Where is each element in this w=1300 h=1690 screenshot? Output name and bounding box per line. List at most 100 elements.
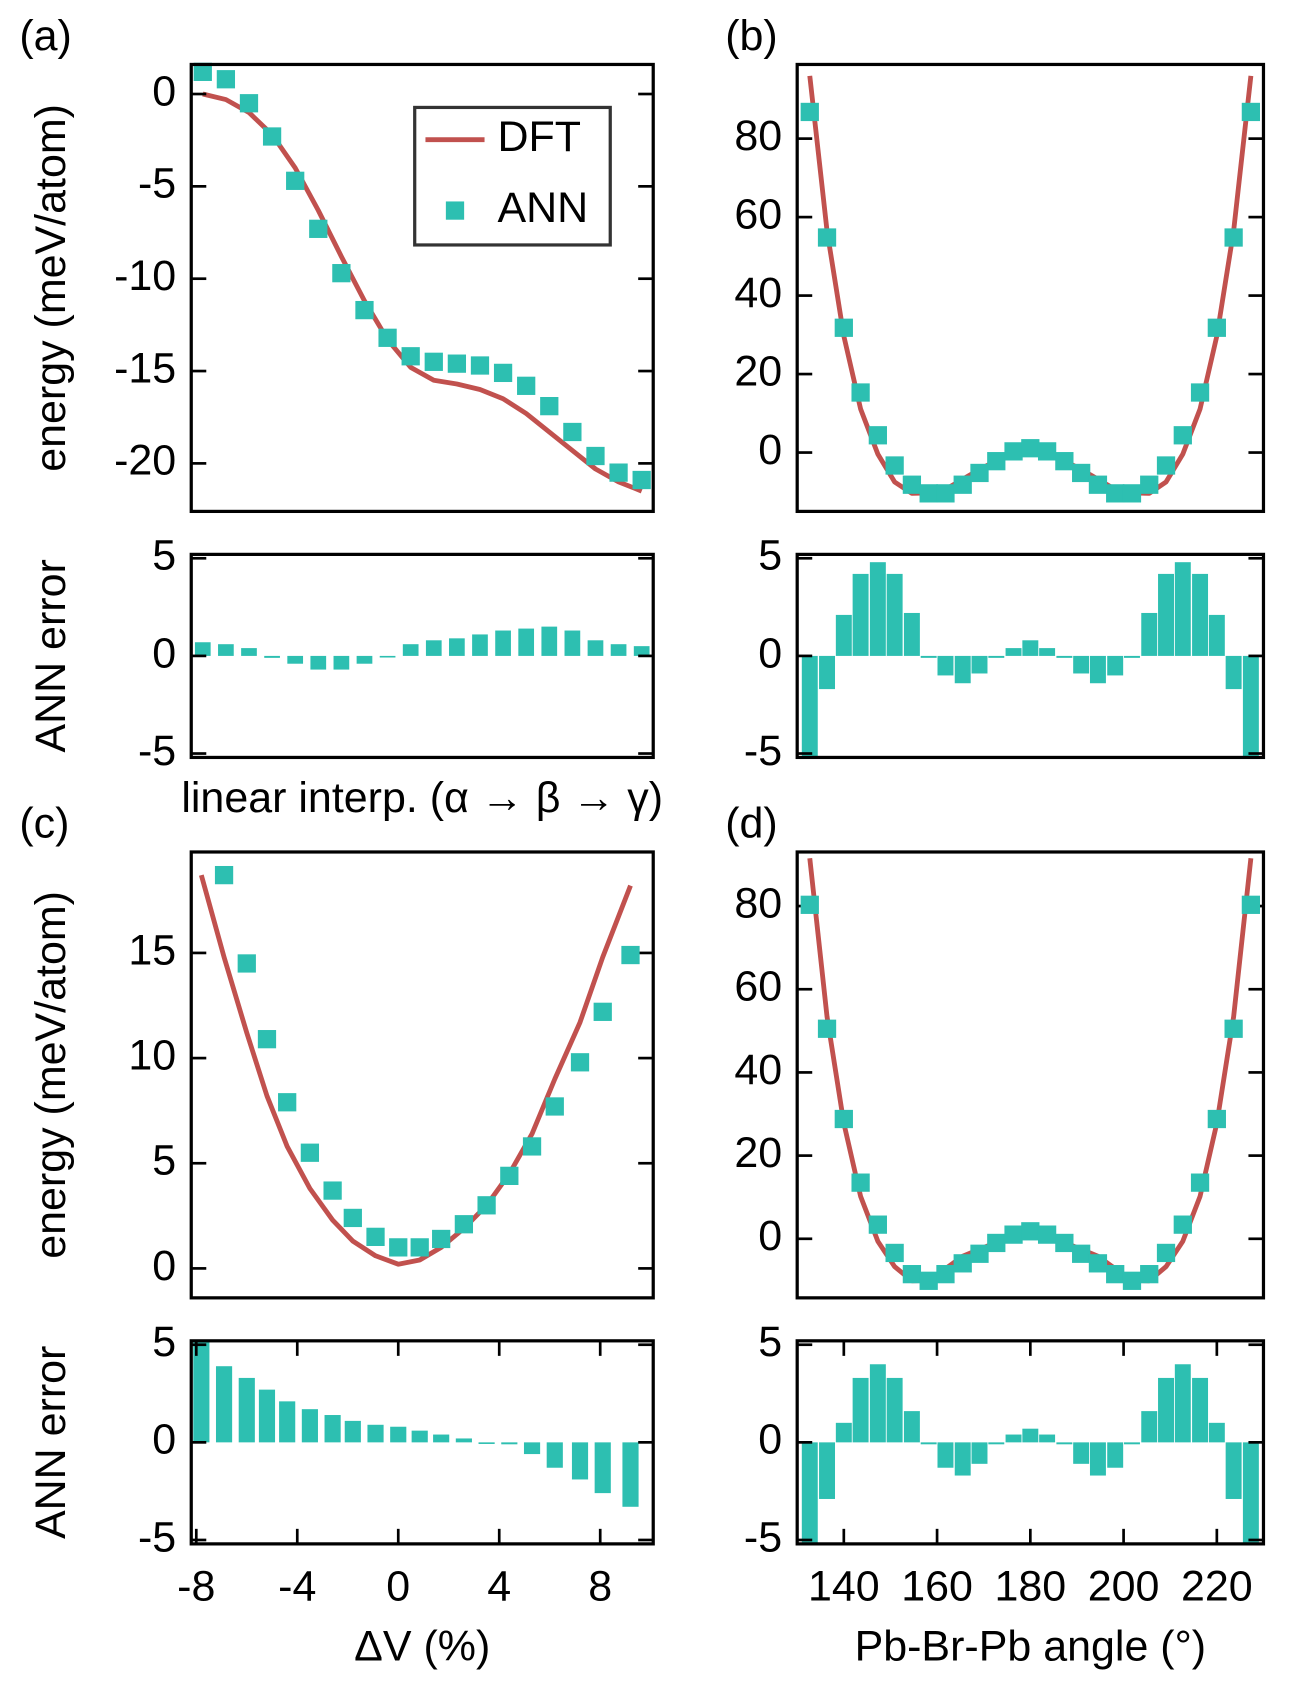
ann-point [432, 1229, 451, 1249]
error-bar [971, 655, 988, 674]
ann-point [493, 363, 513, 383]
error-bar [835, 1422, 852, 1443]
error-bar [954, 655, 971, 684]
ann-point [216, 70, 236, 89]
error-bar [587, 640, 604, 656]
plot-area [194, 626, 650, 670]
error-bar [1089, 1442, 1106, 1476]
error-bar [495, 630, 511, 656]
ann-point [919, 484, 938, 503]
error-bar [1225, 1442, 1242, 1499]
plot-area [199, 874, 633, 1267]
ann-point [970, 463, 989, 483]
axes-frame [795, 552, 1266, 760]
error-bar [1242, 1442, 1259, 1544]
ann-point [1037, 1225, 1057, 1244]
error-bar [937, 1442, 954, 1468]
error-bar [310, 655, 327, 670]
ann-point [262, 127, 282, 146]
panel-label: (b) [725, 12, 778, 60]
ann-point [885, 1243, 904, 1263]
axes-frame [189, 552, 655, 760]
x-tick-label: 0 [386, 1562, 410, 1610]
ann-point [1122, 1271, 1142, 1290]
ann-point [834, 318, 853, 337]
ann-point [214, 865, 234, 885]
error-bar [333, 655, 350, 670]
x-axis-label: ΔV (%) [354, 1623, 490, 1671]
ann-point [332, 264, 351, 283]
error-bar [1022, 640, 1039, 656]
y-tick-label: 0 [152, 1416, 176, 1464]
error-bar [1039, 648, 1056, 656]
error-bar [801, 1442, 818, 1544]
error-bar [1039, 1434, 1056, 1443]
ann-point [1021, 439, 1040, 458]
ann-point [1241, 895, 1261, 914]
y-tick-label: 5 [758, 1318, 782, 1366]
x-tick-label: 160 [901, 1562, 973, 1610]
y-tick-label: 40 [734, 1046, 782, 1094]
error-bar [594, 1442, 611, 1494]
legend-label: ANN [497, 184, 588, 232]
ann-point [500, 1166, 519, 1186]
ann-point [1106, 484, 1125, 503]
error-bar [1158, 573, 1174, 656]
error-bar [571, 1442, 589, 1480]
y-tick-label: 0 [758, 426, 782, 474]
ann-point [1173, 426, 1192, 445]
axes-frame [795, 850, 1266, 1300]
ann-point [987, 1233, 1006, 1253]
error-bar [1089, 655, 1106, 684]
y-tick-label: 80 [734, 879, 782, 927]
y-tick-label: 0 [152, 629, 176, 677]
y-tick-label: 60 [734, 963, 782, 1011]
ann-point [300, 1143, 320, 1162]
y-tick-label: 5 [152, 1318, 176, 1366]
ann-point [378, 328, 397, 347]
error-bar [472, 634, 488, 656]
ann-point [563, 422, 582, 442]
ann-point [1224, 1019, 1243, 1038]
error-bar [258, 1389, 276, 1443]
y-tick-label: 0 [758, 1416, 782, 1464]
ann-point [1190, 383, 1210, 402]
y-axis-label: ANN error [27, 1346, 75, 1539]
y-tick-label: -5 [744, 1513, 782, 1561]
ann-point [593, 1002, 612, 1021]
axes-frame [189, 1339, 655, 1546]
error-bar [1158, 1377, 1174, 1443]
ann-point [470, 356, 490, 375]
ann-point [545, 1097, 564, 1116]
ann-point [902, 1265, 922, 1284]
ann-point [1173, 1215, 1192, 1234]
ann-point [851, 383, 870, 402]
ann-point [851, 1173, 870, 1192]
error-bar [546, 1442, 563, 1468]
error-bar [193, 1340, 210, 1443]
ann-point [1140, 475, 1159, 494]
ann-point [410, 1238, 429, 1257]
ann-point [477, 1196, 496, 1215]
y-tick-label: 80 [734, 112, 782, 160]
error-bar [886, 1377, 903, 1443]
ann-point [919, 1271, 938, 1290]
y-axis-label: ANN error [27, 559, 75, 752]
ann-point [953, 475, 972, 494]
y-tick-label: 0 [758, 1212, 782, 1260]
error-bar [819, 655, 836, 690]
x-tick-label: 220 [1181, 1562, 1253, 1610]
error-bar [1141, 612, 1158, 656]
error-bar [1056, 655, 1073, 658]
error-bar [1141, 1411, 1158, 1443]
error-bar [1107, 655, 1124, 676]
ann-point [1156, 456, 1176, 475]
y-tick-label: 10 [128, 1031, 176, 1079]
ann-point [1055, 1233, 1074, 1253]
ann-point [800, 895, 819, 914]
error-bar [449, 638, 465, 656]
panel-label: (d) [725, 800, 778, 848]
ann-point [1088, 1254, 1108, 1273]
ann-point [522, 1137, 542, 1156]
ann-point [953, 1254, 972, 1273]
